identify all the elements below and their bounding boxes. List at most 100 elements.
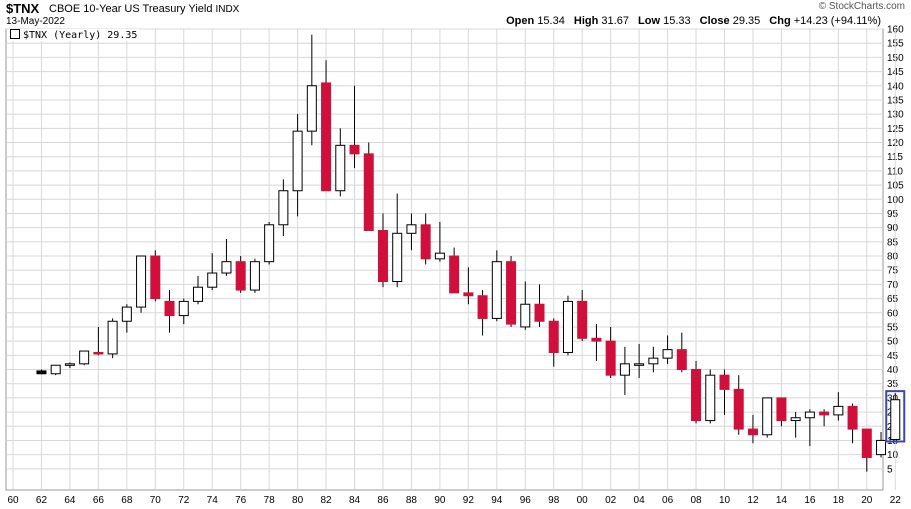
x-tick-label: 96 — [520, 495, 532, 506]
candle-body — [221, 261, 232, 274]
candle-body — [278, 190, 289, 226]
candle-body — [306, 85, 317, 132]
legend-text: $TNX (Yearly) 29.35 — [23, 30, 138, 41]
y-tick-label: 40 — [887, 365, 899, 376]
candle-body — [833, 405, 844, 416]
candle-body — [249, 261, 260, 291]
candle-body — [335, 144, 346, 192]
candle-body — [392, 232, 403, 283]
close-label: Close — [699, 15, 730, 27]
chart-date: 13-May-2022 — [6, 16, 65, 27]
x-tick-label: 76 — [235, 495, 247, 506]
y-tick-label: 10 — [887, 450, 899, 461]
y-tick-label: 35 — [887, 379, 899, 390]
candle-body — [733, 388, 744, 430]
candle-body — [136, 255, 147, 308]
x-tick-label: 94 — [491, 495, 503, 506]
x-tick-label: 66 — [93, 495, 105, 506]
y-tick-label: 75 — [887, 266, 899, 277]
chart-header: $TNX CBOE 10-Year US Treasury Yield INDX … — [6, 1, 905, 31]
candle-body — [321, 82, 332, 192]
candle-body — [648, 357, 659, 365]
x-tick-label: 06 — [662, 495, 674, 506]
watermark: © StockCharts.com — [818, 1, 905, 12]
x-tick-label: 04 — [634, 495, 646, 506]
y-tick-label: 80 — [887, 252, 899, 263]
open-value: 15.34 — [537, 15, 565, 27]
x-tick-label: 74 — [207, 495, 219, 506]
candle-body — [762, 397, 773, 436]
exchange-label: INDX — [215, 4, 240, 15]
candle-body — [264, 224, 275, 263]
candle-body — [420, 224, 431, 260]
candle-body — [449, 255, 460, 294]
x-tick-label: 90 — [434, 495, 446, 506]
candle-body — [506, 261, 517, 325]
y-tick-label: 55 — [887, 322, 899, 333]
candle-body — [634, 363, 645, 366]
x-tick-label: 20 — [861, 495, 873, 506]
candle-body — [890, 399, 901, 440]
candle-body — [562, 300, 573, 353]
candle-body — [876, 439, 887, 456]
close-value: 29.35 — [732, 15, 761, 27]
candle-body — [207, 272, 218, 288]
candle-body — [150, 255, 161, 300]
y-tick-label: 30 — [887, 393, 899, 404]
candle-body — [662, 349, 673, 359]
x-tick-label: 72 — [178, 495, 190, 506]
candle-body — [349, 144, 360, 155]
candle-body — [577, 300, 588, 339]
current-candle-highlight — [885, 390, 906, 443]
x-tick-label: 88 — [406, 495, 418, 506]
x-tick-label: 16 — [804, 495, 816, 506]
candle-body — [790, 417, 801, 422]
y-tick-label: 5 — [887, 464, 893, 475]
y-tick-label: 65 — [887, 294, 899, 305]
candle-body — [164, 300, 175, 317]
x-tick-label: 14 — [776, 495, 788, 506]
candle-body — [377, 229, 388, 283]
candle-body — [50, 364, 61, 375]
x-tick-label: 60 — [7, 495, 19, 506]
candle-body — [477, 295, 488, 319]
ticker-symbol: $TNX — [6, 1, 40, 16]
chart-legend: $TNX (Yearly) 29.35 — [8, 29, 140, 41]
candle-body — [705, 374, 716, 422]
candle-body — [121, 306, 132, 322]
legend-marker-icon — [10, 29, 20, 39]
high-label: High — [573, 15, 599, 27]
candle-body — [605, 340, 616, 376]
x-tick-label: 98 — [548, 495, 560, 506]
x-tick-label: 80 — [292, 495, 304, 506]
candle-body — [463, 292, 474, 297]
candle-body — [776, 397, 787, 422]
high-value: 31.67 — [601, 15, 629, 27]
candle-body — [676, 349, 687, 371]
x-tick-label: 70 — [150, 495, 162, 506]
candle-body — [292, 130, 303, 192]
x-tick-label: 78 — [264, 495, 276, 506]
candle-body — [491, 261, 502, 319]
ohlc-readout: Open 15.34 High 31.67 Low 15.33 Close 29… — [500, 15, 881, 27]
low-value: 15.33 — [663, 15, 691, 27]
open-label: Open — [506, 15, 535, 27]
y-tick-label: 45 — [887, 351, 899, 362]
candle-body — [36, 370, 47, 375]
candle-body — [534, 303, 545, 322]
candle-body — [619, 363, 630, 376]
candle-body — [178, 300, 189, 317]
candle-body — [747, 428, 758, 436]
candle-body — [861, 428, 872, 458]
candle-body — [406, 224, 417, 234]
low-label: Low — [638, 15, 661, 27]
candle-body — [520, 303, 531, 328]
candle-body — [434, 252, 445, 260]
candle-body — [235, 261, 246, 291]
x-tick-label: 68 — [121, 495, 133, 506]
candle-body — [691, 369, 702, 422]
x-tick-label: 62 — [36, 495, 48, 506]
x-tick-label: 08 — [690, 495, 702, 506]
y-tick-label: 90 — [887, 223, 899, 234]
x-tick-label: 92 — [463, 495, 475, 506]
